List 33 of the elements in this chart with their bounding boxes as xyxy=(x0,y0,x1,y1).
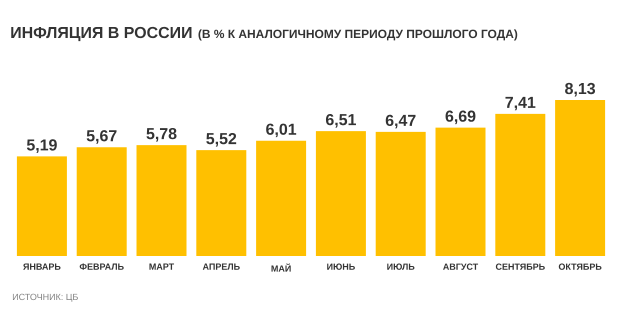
x-tick-label: ЯНВАРЬ xyxy=(23,264,61,270)
bar xyxy=(76,147,127,256)
bar xyxy=(436,128,486,256)
bar xyxy=(196,150,246,256)
data-label: 5,78 xyxy=(146,128,177,142)
bar xyxy=(376,132,426,256)
bar xyxy=(16,156,67,256)
x-tick-label: МАРТ xyxy=(149,264,174,270)
data-label: 5,19 xyxy=(26,139,57,153)
bar xyxy=(256,140,306,256)
data-label: 6,01 xyxy=(266,124,296,138)
bar xyxy=(316,131,366,256)
chart-title: ИНФЛЯЦИЯ В РОССИИ xyxy=(11,26,192,42)
data-label: 7,41 xyxy=(505,96,536,110)
x-tick-label: АВГУСТ xyxy=(443,264,478,270)
bar xyxy=(495,114,546,256)
data-label: 5,52 xyxy=(206,132,236,147)
x-tick-label: СЕНТЯБРЬ xyxy=(496,264,545,270)
x-tick-label: ИЮНЬ xyxy=(327,264,355,270)
x-tick-label: ОКТЯБРЬ xyxy=(558,264,602,270)
x-tick-label: ИЮЛЬ xyxy=(387,264,414,270)
text: ИСТОЧНИК: ЦБ xyxy=(12,294,78,302)
data-label: 6,47 xyxy=(386,114,416,128)
data-label: 6,51 xyxy=(326,114,356,128)
data-label: 6,69 xyxy=(446,110,476,124)
x-tick-label: МАЙ xyxy=(272,264,291,272)
data-label: 8,13 xyxy=(565,82,596,96)
x-tick-label: АПРЕЛЬ xyxy=(202,264,240,270)
bar xyxy=(555,100,606,256)
bar xyxy=(136,145,187,256)
data-label: 5,67 xyxy=(86,130,117,144)
chart-subtitle: (В % К АНАЛОГИЧНОМУ ПЕРИОДУ ПРОШЛОГО ГОДА) xyxy=(198,29,518,40)
x-tick-label: ФЕВРАЛЬ xyxy=(80,264,124,270)
